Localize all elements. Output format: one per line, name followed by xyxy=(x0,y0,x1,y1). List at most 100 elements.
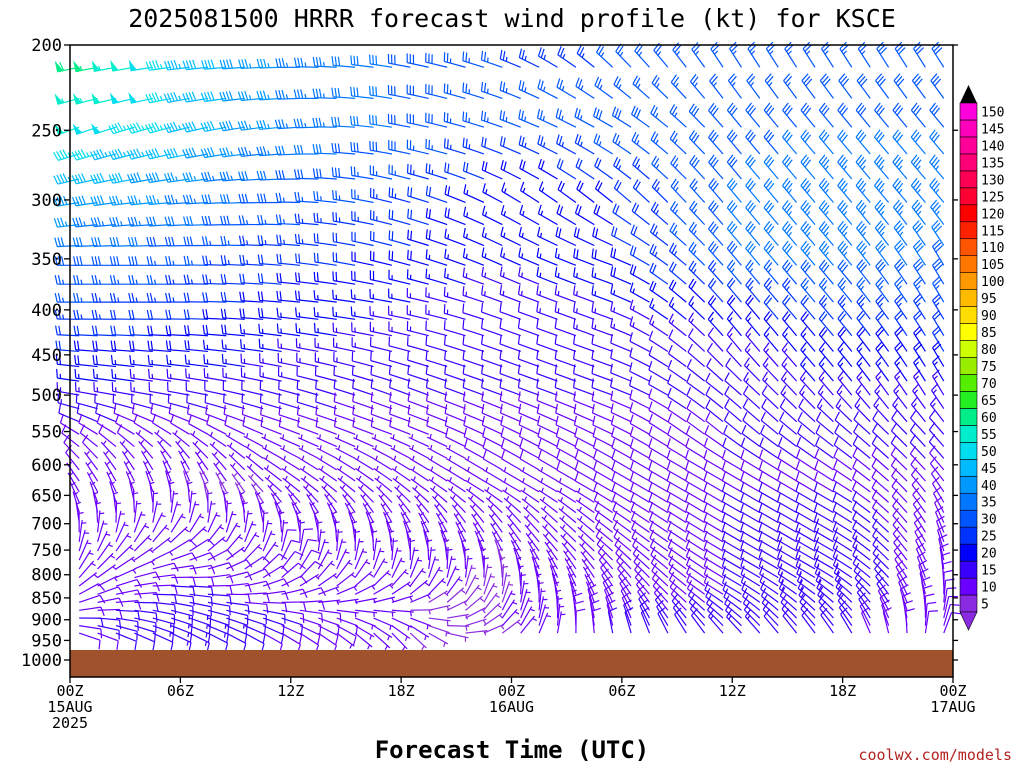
wind-barb xyxy=(115,544,134,561)
wind-barb xyxy=(651,155,669,180)
wind-barb xyxy=(226,601,250,615)
wind-barb xyxy=(777,437,797,459)
wind-barb xyxy=(872,536,890,561)
wind-barb xyxy=(133,523,150,543)
wind-barb xyxy=(836,384,853,410)
colorbar-segment xyxy=(959,594,978,613)
wind-barb xyxy=(200,120,227,133)
wind-barb xyxy=(351,365,374,382)
wind-barb xyxy=(82,434,99,459)
wind-barb xyxy=(351,251,374,266)
wind-barb xyxy=(369,230,393,247)
wind-barb xyxy=(879,591,890,619)
wind-barb xyxy=(560,533,577,552)
wind-barb xyxy=(520,589,531,611)
wind-barb xyxy=(554,285,577,303)
wind-barb xyxy=(469,503,485,523)
wind-barb xyxy=(726,129,742,155)
wind-barb xyxy=(391,538,398,561)
wind-barb xyxy=(317,519,323,542)
wind-barb xyxy=(780,594,798,619)
wind-barb xyxy=(518,403,540,423)
wind-barb xyxy=(204,381,227,396)
wind-barb xyxy=(799,384,816,410)
wind-barb xyxy=(721,471,742,493)
wind-barb xyxy=(929,102,945,128)
wind-barb xyxy=(481,266,503,285)
wind-barb xyxy=(464,466,485,482)
wind-barb xyxy=(407,249,429,266)
wind-barb xyxy=(853,423,871,447)
wind-barb xyxy=(205,404,227,423)
wind-barb xyxy=(170,490,179,513)
wind-barb xyxy=(446,565,460,587)
wind-barb xyxy=(115,500,122,523)
wind-barb xyxy=(462,350,485,368)
wind-barb xyxy=(853,411,871,435)
wind-barb xyxy=(875,240,890,266)
wind-barb xyxy=(276,307,301,320)
y-tick-label: 350 xyxy=(31,250,62,270)
wind-barb xyxy=(721,557,742,579)
wind-barb xyxy=(554,349,577,368)
wind-barb xyxy=(575,77,595,99)
wind-barb xyxy=(207,536,227,552)
wind-barb xyxy=(856,310,871,337)
wind-barb xyxy=(580,550,595,570)
wind-barb xyxy=(123,460,135,482)
wind-barb xyxy=(745,200,761,225)
wind-barb xyxy=(412,485,430,503)
wind-barb xyxy=(299,561,324,578)
wind-barb xyxy=(425,185,448,204)
wind-barb xyxy=(726,177,742,203)
wind-barb xyxy=(573,302,595,320)
wind-barb xyxy=(743,371,761,396)
wind-barb xyxy=(536,318,558,337)
wind-barb xyxy=(225,522,241,543)
wind-barb xyxy=(474,530,485,552)
colorbar-label: 55 xyxy=(981,428,997,443)
wind-barb xyxy=(875,294,890,320)
wind-barb xyxy=(390,445,411,459)
wind-barb xyxy=(818,240,834,266)
wind-barb xyxy=(128,325,153,337)
wind-barb xyxy=(501,564,508,587)
wind-barb xyxy=(669,222,687,246)
y-tick-label: 400 xyxy=(31,301,62,321)
wind-barb xyxy=(525,532,540,552)
wind-barb xyxy=(425,83,448,99)
wind-barb xyxy=(837,311,853,337)
wind-barb xyxy=(721,460,742,482)
wind-barb xyxy=(372,538,381,561)
wind-barb xyxy=(688,241,706,266)
wind-barb xyxy=(916,551,926,578)
wind-barb xyxy=(779,398,798,423)
colorbar-segment xyxy=(959,170,978,189)
wind-barb xyxy=(745,311,761,337)
wind-barb xyxy=(467,495,485,514)
wind-barb xyxy=(855,384,871,410)
wind-barb xyxy=(615,43,632,68)
wind-barb xyxy=(782,102,798,128)
wind-barb xyxy=(818,154,834,180)
wind-barb xyxy=(556,204,577,226)
wind-barb xyxy=(763,259,779,285)
wind-barb xyxy=(779,411,798,435)
wind-barb xyxy=(138,439,154,459)
wind-barb xyxy=(892,102,908,128)
wind-barb xyxy=(200,147,227,159)
colorbar-segment xyxy=(959,577,978,596)
wind-barb xyxy=(462,51,485,68)
wind-barb xyxy=(674,607,687,634)
wind-barb xyxy=(110,340,135,353)
wind-barb xyxy=(409,538,416,561)
wind-barb xyxy=(351,211,374,226)
wind-barb xyxy=(354,529,361,552)
wind-barb xyxy=(483,582,498,603)
wind-barb xyxy=(55,325,80,337)
wind-barb xyxy=(613,156,632,180)
wind-barb xyxy=(557,46,577,68)
wind-barb xyxy=(388,288,411,303)
wind-barb xyxy=(800,294,816,320)
wind-barb xyxy=(407,186,429,204)
